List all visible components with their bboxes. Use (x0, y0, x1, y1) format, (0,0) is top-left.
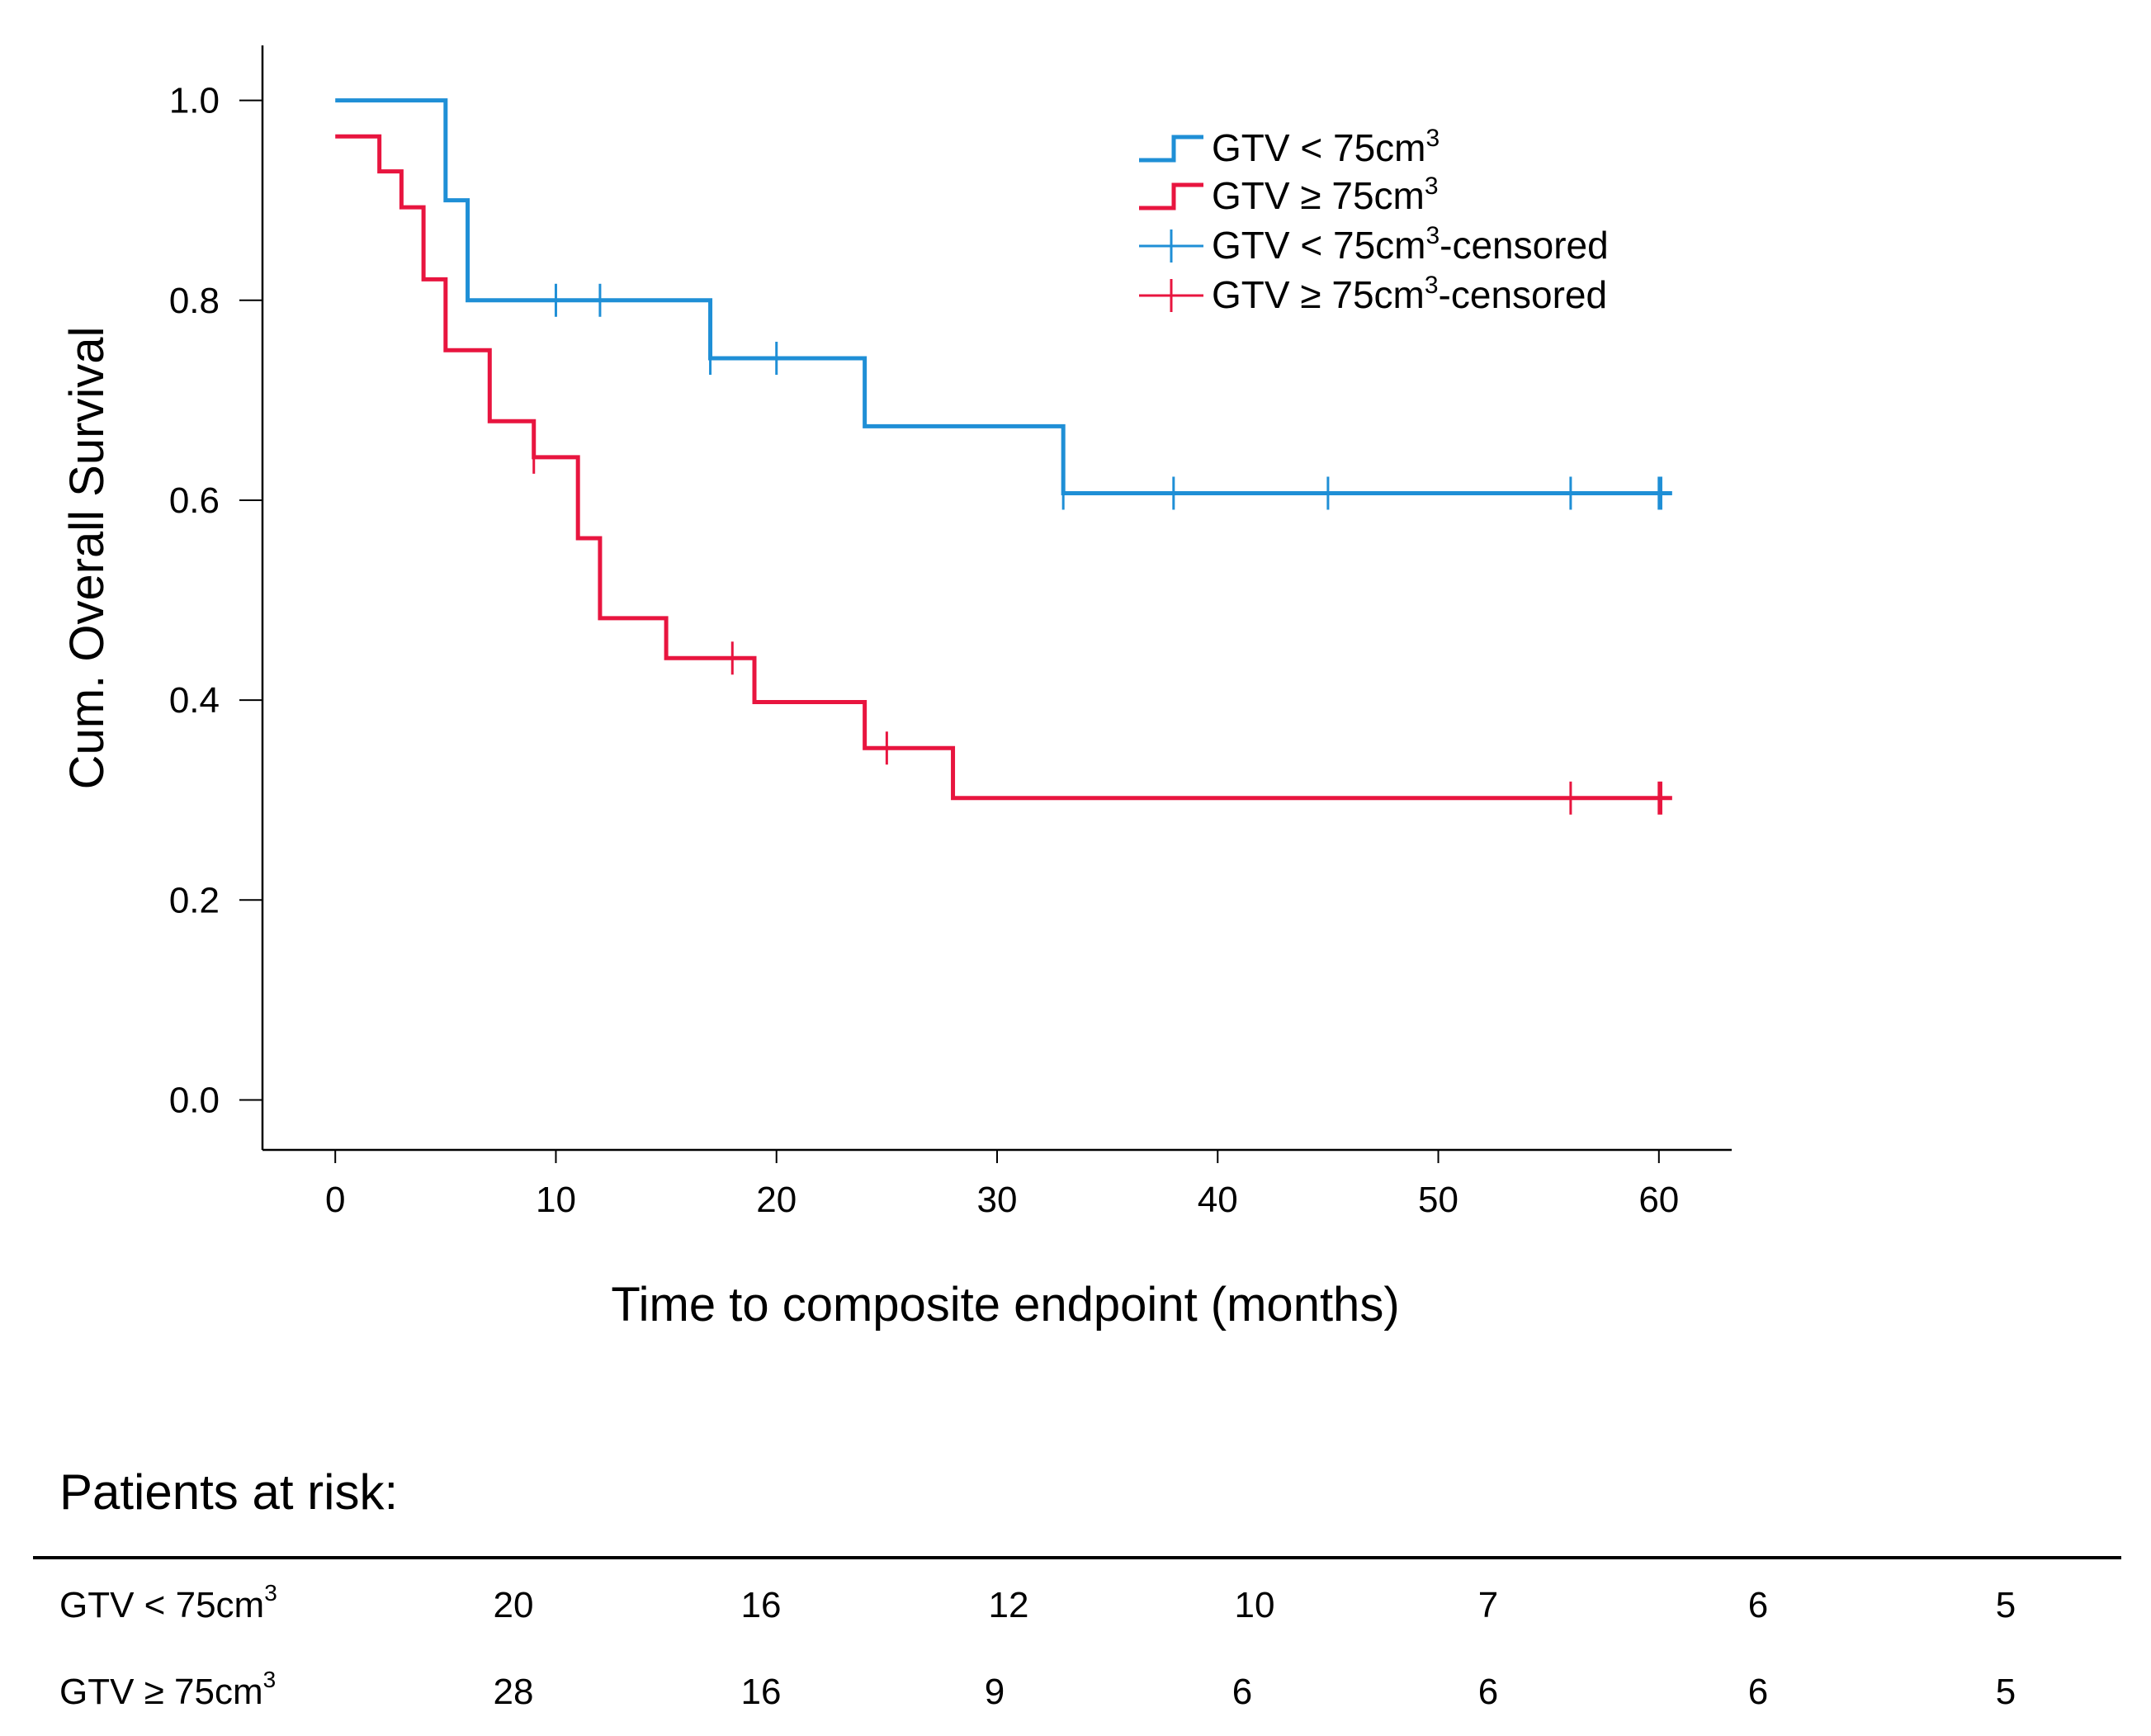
risk-row-label: GTV ≥ 75cm3 (59, 1667, 277, 1713)
risk-cell: 5 (1995, 1672, 2016, 1712)
legend-line-swatch (1139, 135, 1203, 163)
risk-cell: 16 (740, 1585, 782, 1625)
risk-table: Patients at risk: GTV < 75cm3 20 16 12 1… (0, 1453, 2151, 1736)
survival-curve-gtv-lt-75 (335, 98, 1672, 495)
y-tick-label: 0.6 (169, 480, 220, 521)
legend-label: GTV < 75cm3-censored (1212, 222, 1609, 267)
km-chart: 0 10 20 30 40 50 60 0.0 0.2 0.4 0.6 0.8 1.0 Time to c… (60, 45, 1732, 1332)
x-tick-label: 50 (1418, 1180, 1458, 1220)
axes: 0 10 20 30 40 50 60 0.0 0.2 0.4 0.6 0.8 1.0 Time to c… (60, 45, 1732, 1332)
risk-cell: 6 (1747, 1585, 1769, 1625)
risk-cell: 6 (1232, 1672, 1253, 1712)
x-tick-label: 20 (756, 1180, 797, 1220)
risk-cell: 16 (740, 1672, 782, 1712)
legend-line-swatch (1139, 182, 1203, 210)
legend-label: GTV ≥ 75cm3 (1212, 173, 1439, 217)
risk-cell: 7 (1477, 1585, 1499, 1625)
survival-curve-gtv-ge-75 (335, 134, 1672, 801)
risk-cell: 28 (493, 1672, 534, 1712)
risk-cell: 6 (1747, 1672, 1769, 1712)
y-axis-title: Cum. Overall Survival (60, 327, 114, 790)
risk-cell: 20 (493, 1585, 534, 1625)
x-tick-label: 60 (1638, 1180, 1679, 1220)
y-tick-label: 0.0 (169, 1080, 220, 1120)
x-tick-label: 10 (536, 1180, 576, 1220)
risk-table-title: Patients at risk: (59, 1464, 399, 1520)
risk-row-label: GTV < 75cm3 (59, 1580, 277, 1626)
y-tick-label: 1.0 (169, 81, 220, 121)
y-tick-label: 0.4 (169, 680, 220, 721)
risk-row-gtv-ge-75: GTV ≥ 75cm3 28 16 9 6 6 6 5 (0, 1663, 2151, 1721)
risk-table-divider (33, 1556, 2121, 1559)
x-tick-label: 30 (977, 1180, 1018, 1220)
y-tick-label: 0.8 (169, 281, 220, 321)
y-tick-label: 0.2 (169, 880, 220, 920)
risk-row-gtv-lt-75: GTV < 75cm3 20 16 12 10 7 6 5 (0, 1577, 2151, 1634)
survival-curves (335, 98, 1672, 815)
risk-cell: 10 (1234, 1585, 1275, 1625)
risk-cell: 6 (1477, 1672, 1499, 1712)
x-axis-title: Time to composite endpoint (months) (611, 1278, 1399, 1332)
risk-cell: 12 (988, 1585, 1029, 1625)
legend-label: GTV ≥ 75cm3-censored (1212, 272, 1607, 316)
x-tick-label: 40 (1198, 1180, 1238, 1220)
x-tick-label: 0 (325, 1180, 345, 1220)
risk-cell: 5 (1995, 1585, 2016, 1625)
risk-cell: 9 (984, 1672, 1005, 1712)
legend-label: GTV < 75cm3 (1212, 125, 1440, 169)
